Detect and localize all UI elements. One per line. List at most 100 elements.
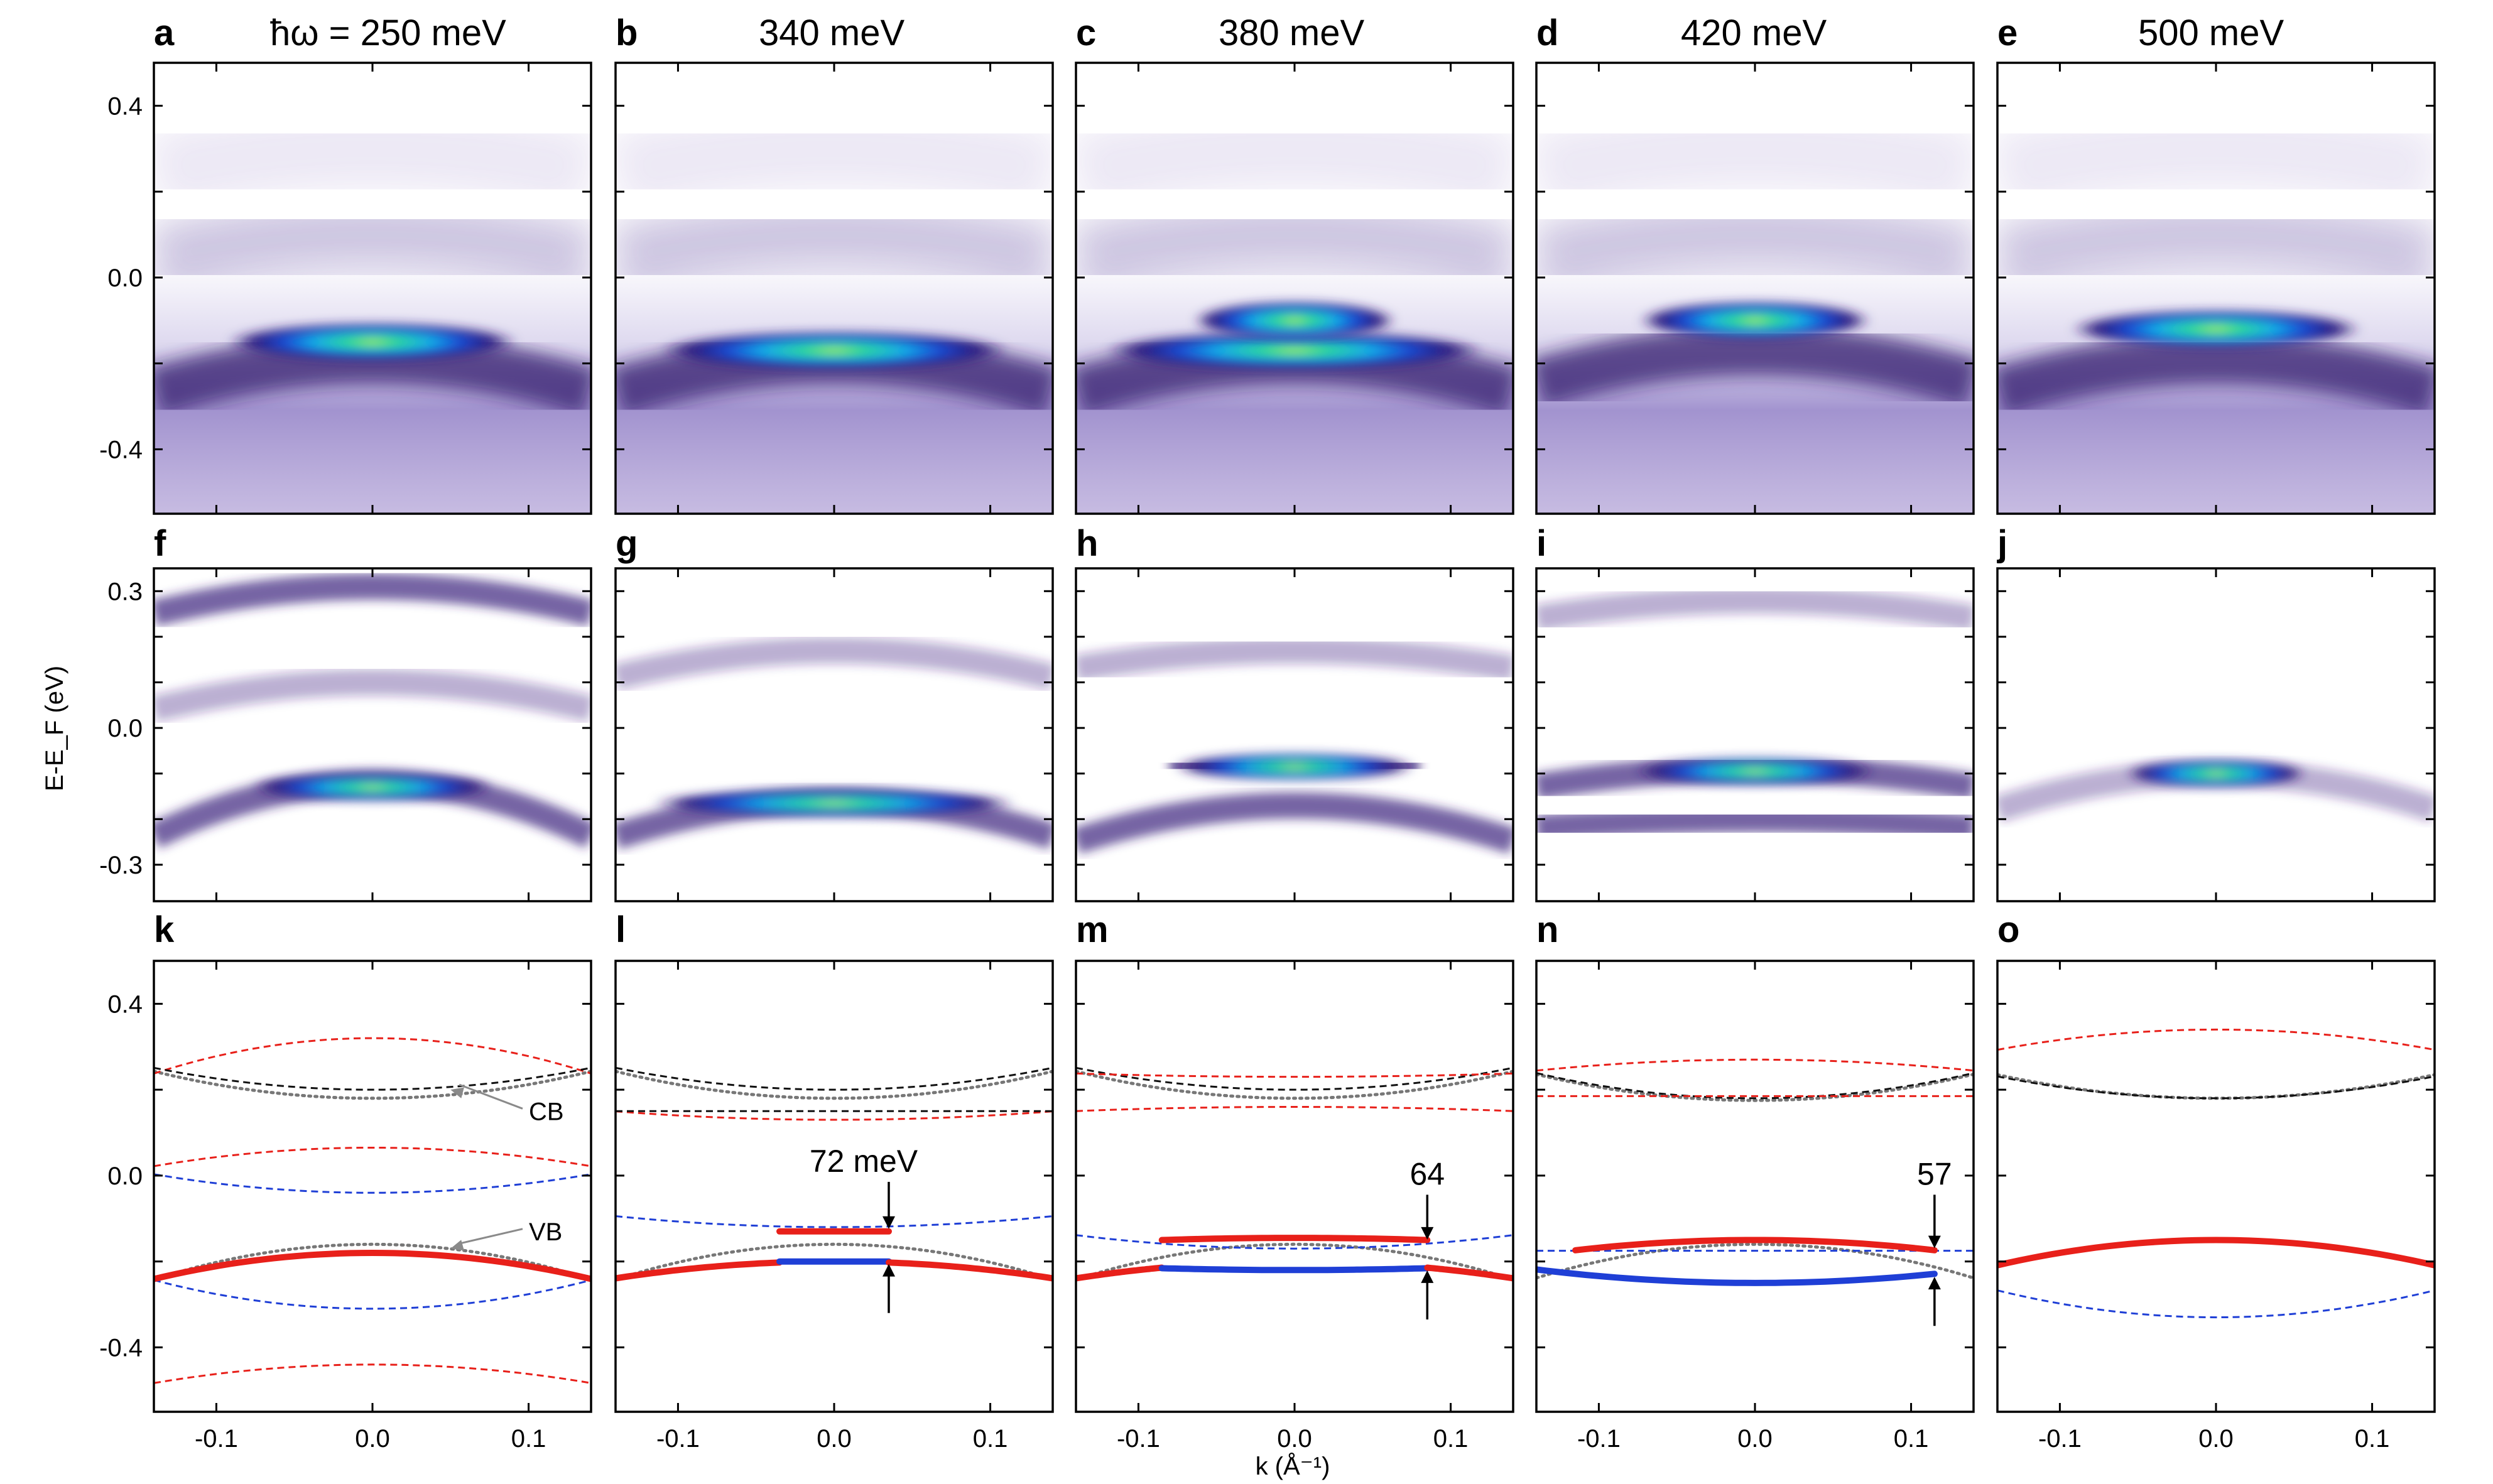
x-tick-label: 0.1 [2355,1425,2390,1453]
annotation-gap-label: 72 meV [810,1144,918,1179]
floquet-band-dashed [1076,1106,1513,1112]
panel-label-h: h [1076,523,1098,564]
panel-background [1076,568,1513,901]
floquet-band-dashed [1076,1066,1513,1091]
y-tick-label: -0.3 [99,852,143,879]
x-tick-label: 0.1 [511,1425,546,1453]
panel-label-g: g [616,523,638,564]
floquet-band-dashed [1076,1234,1513,1250]
x-axis-label: k (Å⁻¹) [1256,1452,1330,1480]
floquet-band-dashed [616,1215,1053,1228]
annotation-cb: CB [529,1098,564,1125]
panel-label-d: d [1536,13,1558,53]
panel-background [154,568,591,901]
band-intensity [1997,333,2435,417]
hybridized-band-solid [1158,1235,1431,1243]
y-tick-label: 0.0 [107,264,143,292]
replica-band [1536,200,1974,294]
panel-background [154,961,591,1412]
panel-background [1076,961,1513,1412]
panel-label-k: k [154,909,175,950]
hybridized-band-solid [1997,1237,2435,1269]
intensity-spot [1192,301,1397,340]
hybridized-band-solid [1076,1264,1165,1282]
annotation-vb: VB [529,1218,562,1246]
floquet-band-dashed [1536,1058,1974,1072]
band-intensity [1536,806,1974,842]
x-tick-label: 0.0 [1737,1425,1773,1453]
annotation-gap-label: 57 [1917,1156,1952,1191]
annotation-vb-arrow-head [450,1240,464,1251]
band-intensity [154,669,591,722]
y-tick-label: 0.4 [107,92,143,120]
x-tick-label: 0.1 [1894,1425,1929,1453]
panel-label-c: c [1076,13,1096,53]
y-tick-label: -0.4 [99,436,143,463]
replica-band [1997,200,2435,294]
y-tick-label: 0.0 [107,715,143,742]
annotation-gap-arrow-down-head [1928,1235,1941,1248]
bare-band-dotted [1076,1070,1513,1100]
panel-background [1997,961,2435,1412]
floquet-band-dashed [1076,1072,1513,1078]
x-tick-label: -0.1 [195,1425,238,1453]
intensity-spot [2124,759,2308,788]
band-intensity [154,573,591,627]
floquet-band-dashed [1997,1289,2435,1319]
band-intensity [1076,637,1513,681]
photon-energy-title-2: 340 meV [759,13,904,53]
panel-label-b: b [616,13,638,53]
replica-band [1076,200,1513,294]
annotation-vb-arrow [459,1228,523,1245]
panel-m [1076,961,1513,1412]
hybridized-band-solid [154,1249,591,1282]
hybridized-band-solid [1424,1264,1513,1282]
photon-energy-title-5: 500 meV [2138,13,2284,53]
floquet-band-dashed [616,1066,1053,1091]
x-tick-label: -0.1 [1117,1425,1160,1453]
intensity-spot [2070,310,2362,349]
panel-label-f: f [154,523,166,564]
panel-label-l: l [616,909,626,950]
annotation-gap-label: 64 [1409,1156,1445,1191]
intensity-spot [251,773,494,801]
x-tick-label: 0.0 [355,1425,390,1453]
floquet-band-dashed [1536,1072,1974,1100]
y-axis-label: E-E_F (eV) [41,666,68,791]
panel-c [1076,63,1513,514]
annotation-gap-arrow-down-head [883,1216,895,1229]
panel-label-m: m [1076,909,1109,950]
annotation-gap-arrow-up-head [1928,1277,1941,1290]
panel-d [1536,63,1974,514]
intensity-spot [651,789,1017,817]
bare-band-dotted [1536,1073,1974,1102]
y-tick-label: -0.4 [99,1334,143,1362]
panel-n [1536,961,1974,1412]
panel-o [1997,961,2435,1412]
panel-g [616,568,1053,901]
panel-a [154,63,591,514]
photon-energy-title-3: 380 meV [1219,13,1364,53]
floquet-band-dashed [154,1173,591,1194]
floquet-band-dashed [154,1147,591,1167]
panel-b [616,63,1053,514]
hybridized-band-solid [886,1259,1053,1282]
hybridized-band-solid [1536,1266,1938,1286]
panel-label-a: a [154,13,175,53]
bare-band-dotted [616,1070,1053,1100]
x-tick-label: 0.0 [2198,1425,2234,1453]
floquet-band-dashed [616,1110,1053,1121]
band-intensity [1536,587,1974,632]
floquet-band-dashed [1997,1075,2435,1100]
intensity-spot [1638,301,1872,340]
y-tick-label: 0.0 [107,1162,143,1190]
hybridized-band-solid [1572,1237,1938,1254]
panel-l [616,961,1053,1412]
replica-band [154,200,591,294]
replica-band [616,107,1053,214]
panel-f [154,568,591,901]
annotation-cb-arrow [459,1083,523,1110]
intensity-spot [1633,757,1877,786]
x-tick-label: -0.1 [656,1425,700,1453]
panel-background [1997,568,2435,901]
